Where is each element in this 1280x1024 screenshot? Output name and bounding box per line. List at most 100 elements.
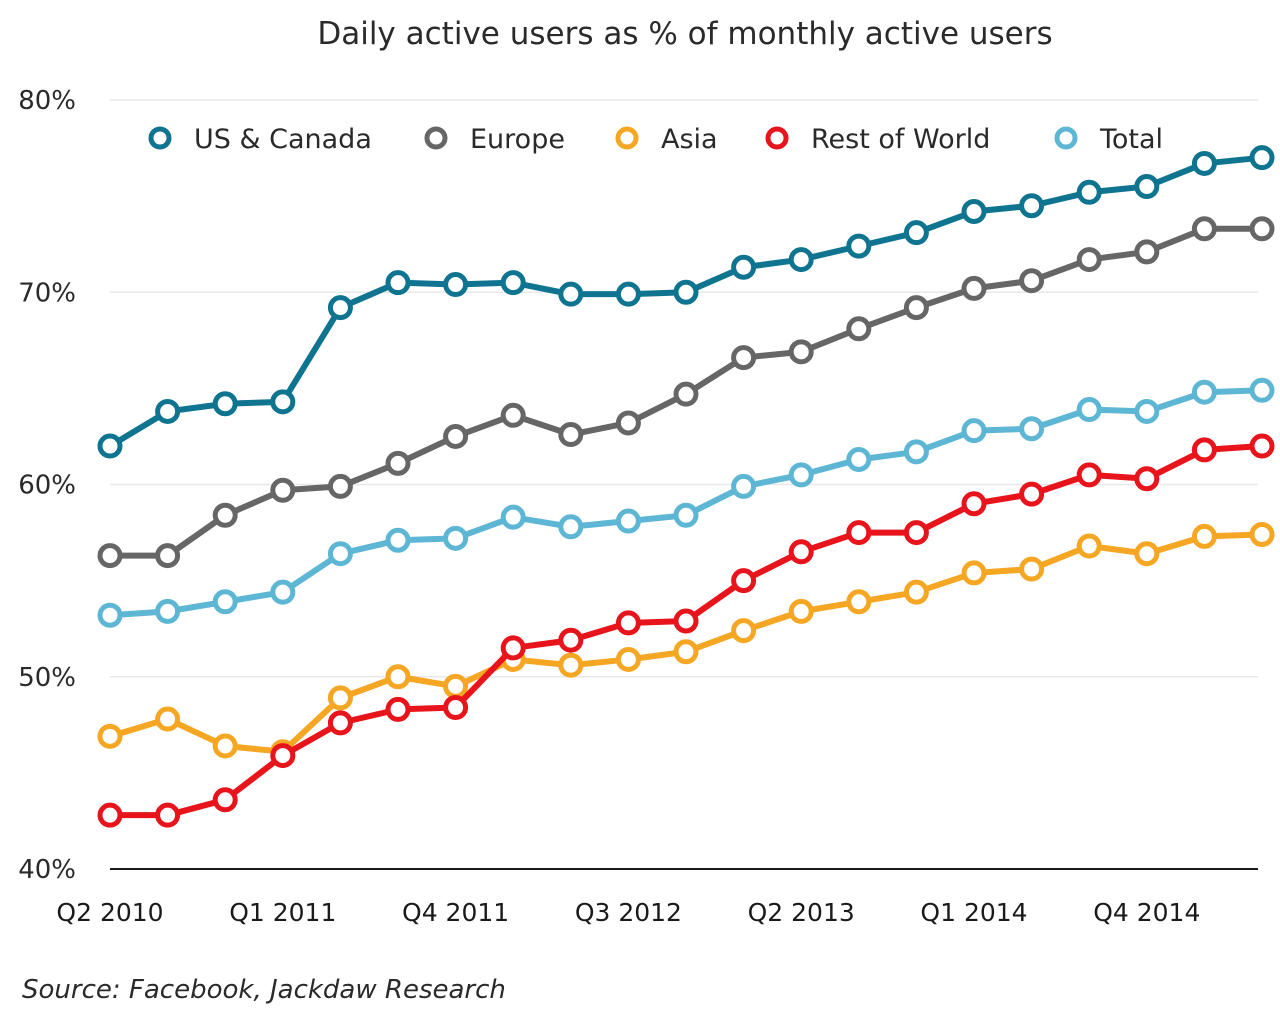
data-point xyxy=(1019,481,1045,507)
data-point xyxy=(97,723,123,749)
data-point xyxy=(97,802,123,828)
legend-marker-icon xyxy=(765,126,789,150)
data-point xyxy=(385,527,411,553)
data-point xyxy=(327,541,353,567)
data-point xyxy=(558,422,584,448)
data-point xyxy=(270,743,296,769)
data-point xyxy=(385,696,411,722)
data-point xyxy=(846,520,872,546)
legend-marker-icon xyxy=(148,126,172,150)
series-us-canada xyxy=(97,145,1275,459)
data-point xyxy=(1076,179,1102,205)
data-point xyxy=(615,610,641,636)
series-europe xyxy=(97,216,1275,569)
data-point xyxy=(327,295,353,321)
data-point xyxy=(327,710,353,736)
data-point xyxy=(500,504,526,530)
x-tick-label: Q2 2010 xyxy=(56,898,163,927)
y-tick-label: 50% xyxy=(18,663,76,693)
data-point xyxy=(731,473,757,499)
data-point xyxy=(270,477,296,503)
data-point xyxy=(558,281,584,307)
x-tick-label: Q4 2014 xyxy=(1093,898,1200,927)
data-point xyxy=(1249,216,1275,242)
data-point xyxy=(961,418,987,444)
data-point xyxy=(500,270,526,296)
data-point xyxy=(1134,541,1160,567)
data-point xyxy=(731,254,757,280)
data-point xyxy=(443,695,469,721)
y-tick-label: 60% xyxy=(18,471,76,501)
y-axis-tick-labels: 40% 50% 60% 70% 80% xyxy=(18,86,76,885)
data-point xyxy=(1076,462,1102,488)
data-point xyxy=(788,462,814,488)
data-point xyxy=(558,627,584,653)
data-point xyxy=(1191,150,1217,176)
data-point xyxy=(1019,416,1045,442)
series-asia xyxy=(97,521,1275,765)
legend-label: Europe xyxy=(470,124,565,155)
data-point xyxy=(385,664,411,690)
x-tick-label: Q2 2013 xyxy=(748,898,855,927)
data-point xyxy=(97,543,123,569)
legend-marker-icon xyxy=(1054,126,1078,150)
legend-item: Total xyxy=(1054,124,1163,155)
data-point xyxy=(1134,174,1160,200)
data-point xyxy=(212,589,238,615)
data-point xyxy=(558,514,584,540)
data-point xyxy=(97,602,123,628)
data-point xyxy=(1191,379,1217,405)
data-point xyxy=(731,345,757,371)
data-point xyxy=(615,646,641,672)
data-point xyxy=(846,589,872,615)
x-tick-label: Q1 2011 xyxy=(229,898,336,927)
data-point xyxy=(385,450,411,476)
y-tick-label: 80% xyxy=(18,86,76,116)
data-point xyxy=(615,410,641,436)
data-point xyxy=(731,618,757,644)
data-point xyxy=(846,233,872,259)
data-point xyxy=(500,635,526,661)
legend: US & Canada Europe Asia Rest of World Total xyxy=(148,124,1163,155)
legend-item: Asia xyxy=(615,124,718,155)
data-point xyxy=(327,473,353,499)
data-point xyxy=(212,733,238,759)
x-axis: Q2 2010 Q1 2011 Q4 2011 Q3 2012 Q2 2013 Q1 20… xyxy=(56,868,1258,927)
data-point xyxy=(788,539,814,565)
data-point xyxy=(212,502,238,528)
data-point xyxy=(1076,533,1102,559)
data-point xyxy=(788,247,814,273)
data-point xyxy=(155,598,181,624)
data-point xyxy=(155,706,181,732)
data-point xyxy=(903,520,929,546)
legend-item: Rest of World xyxy=(765,124,990,155)
data-point xyxy=(443,423,469,449)
data-point xyxy=(155,802,181,828)
chart-title: Daily active users as % of monthly activ… xyxy=(317,16,1052,52)
data-point xyxy=(846,316,872,342)
series-rest-of-world xyxy=(97,433,1275,828)
data-point xyxy=(673,502,699,528)
data-point xyxy=(443,272,469,298)
data-point xyxy=(1191,216,1217,242)
series-total xyxy=(97,377,1275,628)
data-point xyxy=(212,787,238,813)
data-point xyxy=(1019,556,1045,582)
data-point xyxy=(961,560,987,586)
data-point xyxy=(1249,521,1275,547)
data-point xyxy=(385,270,411,296)
data-point xyxy=(961,199,987,225)
y-tick-label: 70% xyxy=(18,278,76,308)
y-tick-label: 40% xyxy=(18,855,76,885)
legend-label: Rest of World xyxy=(811,124,990,155)
data-point xyxy=(1191,523,1217,549)
data-point xyxy=(1019,193,1045,219)
data-point xyxy=(443,673,469,699)
data-point xyxy=(500,402,526,428)
data-point xyxy=(1249,377,1275,403)
data-point xyxy=(788,339,814,365)
data-point xyxy=(1249,433,1275,459)
data-point xyxy=(212,391,238,417)
legend-item: US & Canada xyxy=(148,124,372,155)
